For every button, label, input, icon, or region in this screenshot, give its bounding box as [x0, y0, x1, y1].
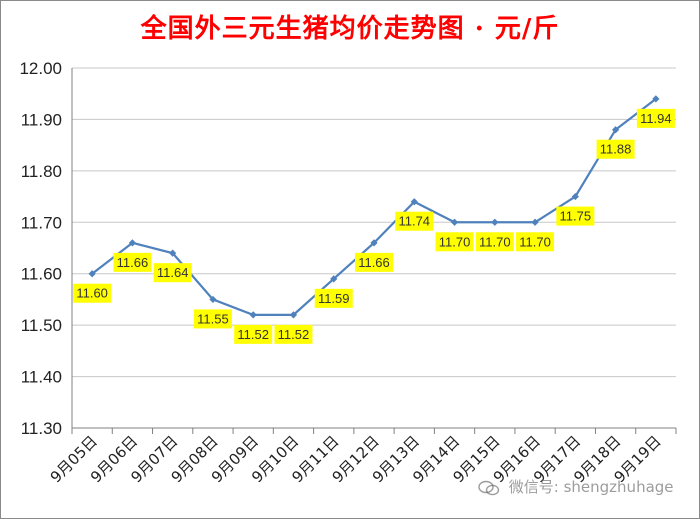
data-label-bg	[556, 206, 595, 226]
data-label: 11.74	[398, 214, 430, 229]
data-point	[491, 218, 499, 226]
data-label-bg	[596, 139, 635, 159]
watermark: 微信号: shengzhuhage	[478, 476, 674, 497]
data-label-bg	[636, 108, 675, 128]
data-label-bg	[355, 252, 393, 272]
data-label-bg	[475, 232, 514, 252]
data-point	[410, 198, 418, 206]
data-point	[169, 249, 177, 257]
data-label-bg	[395, 211, 434, 231]
data-point	[330, 275, 338, 283]
data-label: 11.70	[519, 234, 551, 249]
chart-title: 全国外三元生猪均价走势图 · 元/斤	[140, 14, 560, 44]
data-label: 11.52	[237, 327, 269, 342]
data-label: 11.64	[157, 265, 189, 280]
data-label: 11.60	[76, 286, 108, 301]
data-label: 11.66	[358, 255, 390, 270]
y-tick-label: 11.40	[21, 368, 62, 387]
data-point	[612, 126, 620, 134]
data-label-bg	[234, 324, 273, 344]
data-label-bg	[73, 283, 112, 303]
data-label: 11.66	[117, 255, 149, 270]
data-label: 11.52	[278, 327, 310, 342]
y-tick-label: 12.00	[19, 59, 62, 78]
data-label-bg	[153, 263, 192, 283]
data-label: 11.70	[479, 234, 511, 249]
data-point	[209, 295, 217, 304]
data-label-bg	[274, 324, 313, 344]
data-point	[652, 95, 660, 103]
data-point	[571, 192, 579, 201]
data-label-bg	[193, 309, 232, 329]
data-label: 11.70	[439, 234, 471, 249]
data-point	[450, 218, 459, 226]
y-tick-label: 11.50	[21, 316, 62, 335]
data-label: 11.59	[318, 291, 350, 306]
data-label: 11.55	[197, 311, 229, 326]
data-label-bg	[113, 252, 152, 272]
data-point	[128, 239, 136, 247]
data-point	[88, 270, 96, 278]
data-label-bg	[516, 232, 555, 252]
data-point	[531, 218, 539, 226]
y-tick-label: 11.70	[21, 213, 62, 232]
data-label: 11.88	[600, 142, 632, 157]
data-label-bg	[435, 232, 474, 252]
y-tick-label: 11.80	[21, 162, 62, 181]
wechat-icon	[478, 480, 500, 495]
data-point	[370, 239, 378, 247]
y-tick-label: 11.30	[21, 419, 62, 438]
data-point	[289, 311, 298, 319]
data-label: 11.94	[640, 111, 672, 126]
watermark-text: 微信号: shengzhuhage	[508, 478, 674, 496]
y-tick-label: 11.90	[21, 110, 62, 129]
data-point	[249, 311, 257, 319]
data-label-bg	[314, 288, 353, 308]
y-tick-label: 11.60	[21, 265, 62, 284]
data-label: 11.75	[560, 209, 592, 224]
